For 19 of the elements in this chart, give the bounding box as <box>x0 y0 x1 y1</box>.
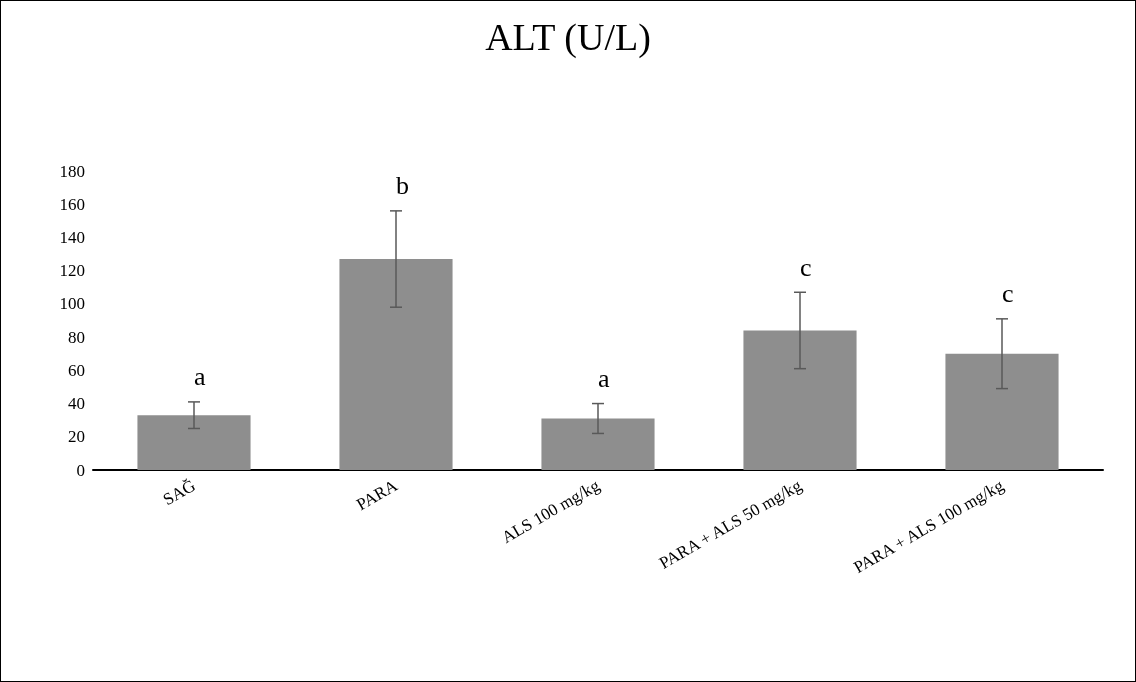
y-tick-label: 20 <box>68 427 85 447</box>
y-tick-label: 120 <box>59 261 85 281</box>
y-tick-label: 60 <box>68 360 85 380</box>
data-label: c <box>800 252 812 282</box>
y-tick-label: 100 <box>59 294 85 314</box>
y-tick-label: 140 <box>59 227 85 247</box>
data-label: c <box>1002 279 1014 309</box>
chart-title: ALT (U/L) <box>485 16 651 59</box>
y-tick-label: 0 <box>76 460 85 480</box>
data-label: b <box>396 171 409 201</box>
y-tick-label: 80 <box>68 327 85 347</box>
data-label: a <box>194 362 206 392</box>
x-tick-label: PARA + ALS 100 mg/kg <box>850 475 1008 577</box>
y-tick-label: 180 <box>59 161 85 181</box>
y-tick-label: 160 <box>59 194 85 214</box>
x-tick-label: ALS 100 mg/kg <box>498 475 604 547</box>
y-tick-label: 40 <box>68 394 85 414</box>
x-tick-label: SAĞ <box>159 475 199 510</box>
data-label: a <box>598 364 610 394</box>
